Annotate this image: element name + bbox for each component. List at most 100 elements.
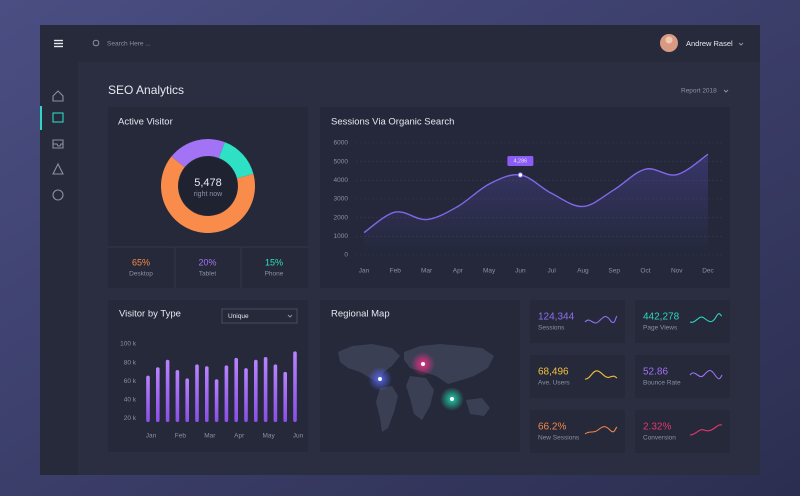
x-tick-label: Dec	[702, 268, 714, 275]
y-tick-label: 0	[344, 252, 348, 259]
card-title: Regional Map	[331, 309, 390, 320]
x-tick-label: Sep	[608, 268, 620, 275]
inbox-icon[interactable]	[52, 139, 64, 149]
annotation-point	[517, 172, 524, 178]
card-title: Sessions Via Organic Search	[331, 117, 454, 128]
stat-card	[635, 410, 730, 453]
stat-value: 442,278	[643, 312, 680, 323]
x-tick-label: May	[262, 433, 275, 440]
bar	[146, 375, 150, 422]
legend-label: Tablet	[199, 271, 217, 278]
stat-card	[530, 300, 625, 343]
y-tick-label: 5000	[334, 158, 349, 165]
x-tick-label: Feb	[390, 268, 402, 275]
x-tick-label: Mar	[421, 268, 433, 275]
map-hotspot-center	[421, 362, 425, 366]
stat-label: Bounce Rate	[643, 380, 681, 387]
sparkline	[584, 426, 618, 435]
stat-value: 66.2%	[538, 422, 566, 433]
x-tick-label: Jun	[293, 433, 304, 440]
bar	[185, 378, 189, 422]
donut-slice	[218, 142, 254, 179]
stat-card	[530, 410, 625, 453]
y-tick-label: 60 k	[124, 378, 137, 385]
bar	[165, 359, 170, 422]
annotation: 4,286	[513, 158, 527, 164]
map-hotspot-center	[378, 377, 382, 381]
user-caret	[738, 42, 744, 46]
filter-value: Unique	[228, 313, 249, 320]
stat-label: Page Views	[643, 325, 678, 332]
x-tick-label: Apr	[453, 268, 464, 275]
donut-center	[179, 157, 237, 215]
y-tick-label: 100 k	[120, 341, 137, 348]
analytics-icon[interactable]	[52, 112, 64, 123]
stat-label: Conversion	[643, 435, 676, 442]
stat-value: 124,344	[538, 312, 575, 323]
stat-card	[635, 355, 730, 398]
bar	[156, 367, 160, 422]
bar	[234, 357, 238, 422]
report-caret	[723, 89, 729, 93]
sparkline	[584, 315, 618, 324]
value-label: 20%	[198, 257, 216, 267]
filter-select[interactable]	[221, 308, 298, 324]
stat-value: 52.86	[643, 367, 668, 378]
x-tick-label: Jun	[515, 268, 526, 275]
value-label: 15%	[265, 257, 283, 267]
donut-slice	[161, 156, 255, 233]
active-indicator	[40, 106, 42, 130]
home-icon[interactable]	[52, 90, 64, 102]
card-title: Visitor by Type	[119, 309, 181, 320]
sidebar	[40, 62, 78, 475]
stat-value: 68,496	[538, 367, 569, 378]
bar	[283, 371, 287, 422]
sparkline	[689, 369, 723, 380]
filter-caret	[287, 314, 293, 318]
search-icon	[92, 39, 100, 47]
x-tick-label: Jan	[146, 433, 157, 440]
x-tick-label: Jul	[547, 268, 556, 275]
menu-button[interactable]	[54, 39, 63, 48]
top-bar	[40, 25, 760, 62]
legend-label: Phone	[265, 271, 284, 278]
report-select[interactable]: Report 2018	[681, 88, 717, 95]
sparkline	[584, 370, 618, 380]
center-value: 5,478	[194, 177, 222, 189]
bar	[244, 368, 248, 422]
stat-label: Ave. Users	[538, 380, 570, 387]
chart-icon[interactable]	[52, 189, 64, 201]
y-tick-label: 2000	[334, 214, 349, 221]
x-tick-label: Oct	[640, 268, 650, 275]
bar	[195, 364, 199, 422]
y-tick-label: 1000	[334, 233, 349, 240]
avatar-face	[665, 36, 673, 44]
y-tick-label: 3000	[334, 196, 349, 203]
bar	[175, 370, 180, 422]
bar	[224, 365, 229, 422]
card-title: Active Visitor	[118, 117, 173, 128]
bar	[293, 351, 297, 422]
x-tick-label: Nov	[671, 268, 683, 275]
bar	[254, 359, 258, 422]
stat-card	[635, 300, 730, 343]
x-tick-label: Jan	[359, 268, 370, 275]
user-name[interactable]: Andrew Rasel	[686, 39, 733, 48]
map-hotspot-center	[450, 397, 454, 401]
x-tick-label: May	[483, 268, 496, 275]
x-tick-label: Mar	[204, 433, 216, 440]
y-tick-label: 80 k	[124, 359, 137, 366]
line	[363, 153, 709, 234]
stat-label: Sessions	[538, 325, 565, 332]
line-area	[364, 154, 708, 255]
card	[320, 300, 520, 452]
alert-icon[interactable]	[52, 162, 64, 175]
y-tick-label: 6000	[334, 140, 349, 147]
bar	[273, 364, 278, 422]
x-tick-label: Apr	[234, 433, 245, 440]
sparkline	[689, 313, 723, 323]
search-input[interactable]: Search Here ...	[107, 41, 151, 48]
bar	[205, 366, 209, 422]
value-label: 65%	[132, 257, 150, 267]
